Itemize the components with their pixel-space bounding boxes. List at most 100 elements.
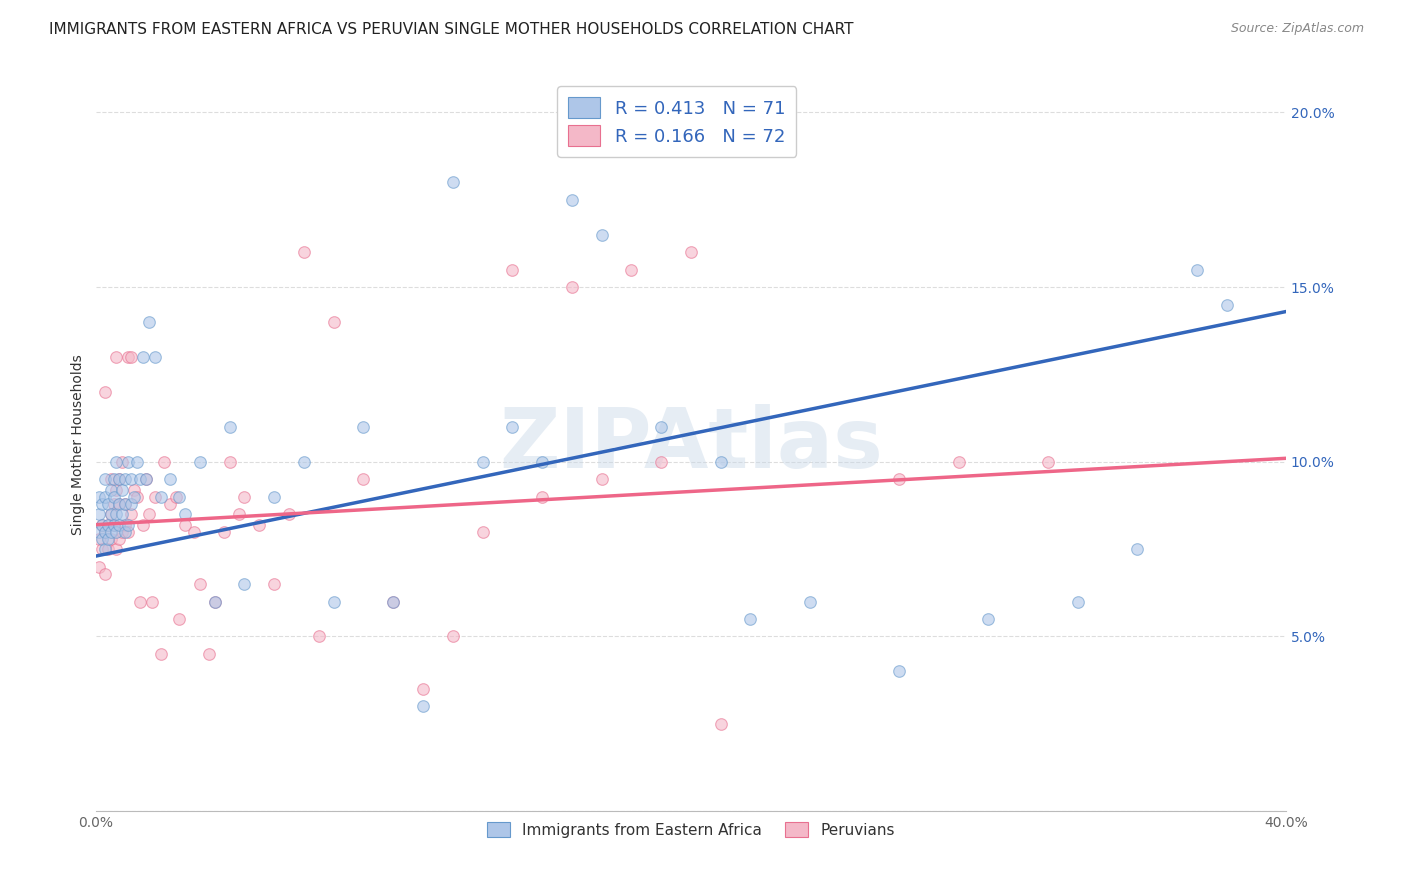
Point [90,517,112,532]
Point [382,594,405,608]
Point [100,532,122,546]
Point [204,594,226,608]
Point [197,647,219,661]
Point [948,455,970,469]
Point [228,507,250,521]
Point [108,497,131,511]
Point [100,524,122,539]
Point [103,497,125,511]
Point [710,455,733,469]
Point [127,455,149,469]
Point [138,315,160,329]
Point [412,681,434,696]
Point [471,455,494,469]
Point [1185,262,1208,277]
Point [1067,594,1090,608]
Point [120,472,142,486]
Point [105,507,128,521]
Point [127,490,149,504]
Point [87,532,110,546]
Point [97,542,120,557]
Point [100,507,122,521]
Point [740,612,762,626]
Point [412,699,434,714]
Point [105,483,128,497]
Point [87,507,110,521]
Point [159,497,181,511]
Point [501,262,523,277]
Point [124,483,146,497]
Point [93,524,115,539]
Point [93,524,115,539]
Point [889,665,911,679]
Point [441,175,464,189]
Point [183,524,205,539]
Point [111,455,134,469]
Point [977,612,1000,626]
Point [150,647,173,661]
Point [135,472,157,486]
Point [212,524,235,539]
Point [103,517,125,532]
Point [441,630,464,644]
Point [263,490,285,504]
Point [93,566,115,581]
Point [90,517,112,532]
Point [218,455,240,469]
Point [188,577,211,591]
Point [132,517,155,532]
Point [129,472,152,486]
Point [114,472,136,486]
Point [132,350,155,364]
Point [93,542,115,557]
Point [108,472,131,486]
Point [591,227,613,242]
Point [90,542,112,557]
Point [114,497,136,511]
Point [167,490,190,504]
Point [93,384,115,399]
Point [650,455,672,469]
Point [97,517,120,532]
Point [93,490,115,504]
Point [353,472,375,486]
Point [561,193,583,207]
Point [174,507,197,521]
Point [103,490,125,504]
Point [204,594,226,608]
Point [100,472,122,486]
Text: ZIPAtlas: ZIPAtlas [499,404,883,485]
Point [111,483,134,497]
Point [591,472,613,486]
Point [218,420,240,434]
Point [531,455,554,469]
Point [153,455,176,469]
Point [501,420,523,434]
Point [150,490,173,504]
Point [292,455,315,469]
Point [322,594,344,608]
Point [103,472,125,486]
Point [233,577,256,591]
Point [620,262,643,277]
Point [114,497,136,511]
Point [114,517,136,532]
Point [889,472,911,486]
Point [120,497,142,511]
Point [531,490,554,504]
Point [97,532,120,546]
Point [117,455,139,469]
Y-axis label: Single Mother Households: Single Mother Households [72,354,86,534]
Point [93,472,115,486]
Point [129,594,152,608]
Point [278,507,301,521]
Point [174,517,197,532]
Point [100,483,122,497]
Point [165,490,187,504]
Point [188,455,211,469]
Point [138,507,160,521]
Point [87,524,110,539]
Point [105,350,128,364]
Point [87,490,110,504]
Point [105,455,128,469]
